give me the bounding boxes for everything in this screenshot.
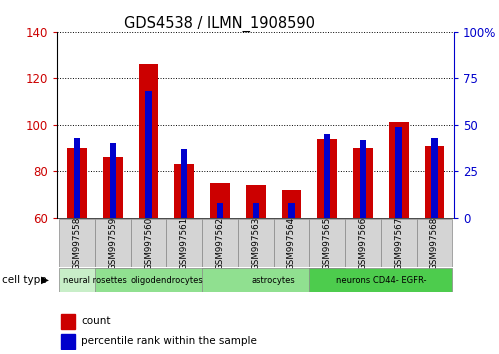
Bar xyxy=(61,314,75,329)
Bar xyxy=(74,138,80,218)
Text: cell type: cell type xyxy=(2,275,47,285)
Bar xyxy=(217,203,223,218)
FancyBboxPatch shape xyxy=(417,219,452,267)
Text: GSM997564: GSM997564 xyxy=(287,217,296,270)
FancyBboxPatch shape xyxy=(59,268,131,292)
Bar xyxy=(145,91,152,218)
Bar xyxy=(324,134,330,218)
FancyBboxPatch shape xyxy=(131,219,166,267)
Text: GDS4538 / ILMN_1908590: GDS4538 / ILMN_1908590 xyxy=(124,16,315,32)
Text: GSM997563: GSM997563 xyxy=(251,217,260,270)
FancyBboxPatch shape xyxy=(95,268,238,292)
Bar xyxy=(425,146,444,218)
Bar xyxy=(360,139,366,218)
Bar xyxy=(396,127,402,218)
Text: percentile rank within the sample: percentile rank within the sample xyxy=(81,336,257,346)
Text: oligodendrocytes: oligodendrocytes xyxy=(130,275,203,285)
Text: GSM997565: GSM997565 xyxy=(323,217,332,270)
Text: GSM997558: GSM997558 xyxy=(72,217,81,270)
Text: GSM997567: GSM997567 xyxy=(394,217,403,270)
Bar xyxy=(252,203,259,218)
Bar xyxy=(210,183,230,218)
FancyBboxPatch shape xyxy=(273,219,309,267)
FancyBboxPatch shape xyxy=(95,219,131,267)
Bar xyxy=(281,190,301,218)
Bar xyxy=(110,143,116,218)
Bar xyxy=(67,148,87,218)
Bar xyxy=(353,148,373,218)
Text: GSM997568: GSM997568 xyxy=(430,217,439,270)
Bar xyxy=(181,149,188,218)
Text: GSM997562: GSM997562 xyxy=(216,217,225,270)
FancyBboxPatch shape xyxy=(238,219,273,267)
Bar xyxy=(389,122,409,218)
FancyBboxPatch shape xyxy=(59,219,95,267)
Text: GSM997566: GSM997566 xyxy=(358,217,367,270)
Text: GSM997561: GSM997561 xyxy=(180,217,189,270)
Text: astrocytes: astrocytes xyxy=(251,275,295,285)
Text: GSM997560: GSM997560 xyxy=(144,217,153,270)
Text: ▶: ▶ xyxy=(41,275,49,285)
Bar xyxy=(431,138,438,218)
FancyBboxPatch shape xyxy=(381,219,417,267)
FancyBboxPatch shape xyxy=(202,268,345,292)
Text: GSM997559: GSM997559 xyxy=(108,217,117,270)
Bar xyxy=(61,334,75,348)
FancyBboxPatch shape xyxy=(166,219,202,267)
Text: neurons CD44- EGFR-: neurons CD44- EGFR- xyxy=(335,275,426,285)
Bar xyxy=(103,157,123,218)
FancyBboxPatch shape xyxy=(309,219,345,267)
Bar xyxy=(139,64,158,218)
FancyBboxPatch shape xyxy=(202,219,238,267)
Bar xyxy=(246,185,265,218)
Text: count: count xyxy=(81,316,111,326)
Text: neural rosettes: neural rosettes xyxy=(63,275,127,285)
FancyBboxPatch shape xyxy=(309,268,452,292)
Bar xyxy=(288,203,295,218)
FancyBboxPatch shape xyxy=(345,219,381,267)
Bar xyxy=(175,164,194,218)
Bar xyxy=(317,139,337,218)
